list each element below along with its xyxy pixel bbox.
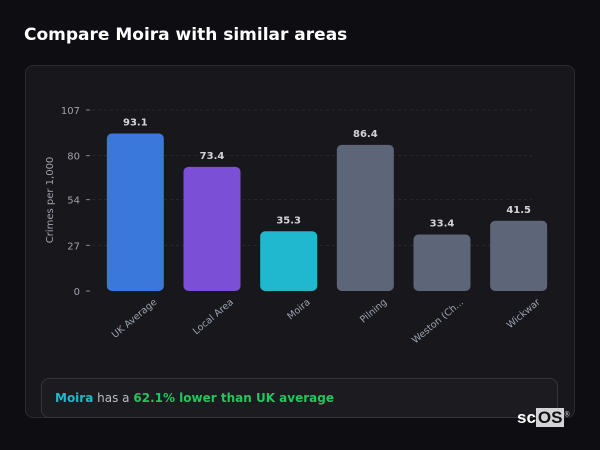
bar-weston-ch- <box>413 234 471 291</box>
y-tick-label: 27 <box>67 241 80 252</box>
y-tick-label: 54 <box>67 196 80 207</box>
x-tick-label: Weston (Ch... <box>410 297 466 346</box>
page-title: Compare Moira with similar areas <box>24 25 348 45</box>
y-axis-label: Crimes per 1,000 <box>45 157 56 244</box>
data-label: 41.5 <box>506 205 531 216</box>
scos-logo: sc OS ® <box>517 408 570 427</box>
data-label: 33.4 <box>430 219 455 230</box>
insight-box: Moira has a 62.1% lower than UK average <box>41 378 558 418</box>
bar-wickwar <box>490 220 548 291</box>
insight-comparison: 62.1% lower than UK average <box>133 391 334 405</box>
data-label: 86.4 <box>353 129 378 140</box>
y-tick-label: 0 <box>74 287 80 298</box>
bar-moira <box>260 231 318 291</box>
x-tick-label: Wickwar <box>505 297 543 331</box>
bar-uk-average <box>106 133 164 291</box>
data-label: 35.3 <box>276 215 301 226</box>
data-label: 73.4 <box>200 151 225 162</box>
x-tick-label: Local Area <box>191 297 236 337</box>
insight-text: has a <box>97 391 130 405</box>
x-tick-label: Pilning <box>358 297 389 326</box>
bar-pilning <box>336 144 394 291</box>
bar-local-area <box>183 166 241 291</box>
x-tick-label: UK Average <box>110 297 159 341</box>
data-label: 93.1 <box>123 118 148 129</box>
y-tick-label: 107 <box>61 106 80 117</box>
x-tick-label: Moira <box>285 297 312 322</box>
y-tick-label: 80 <box>67 152 80 163</box>
insight-area: Moira <box>55 391 94 405</box>
